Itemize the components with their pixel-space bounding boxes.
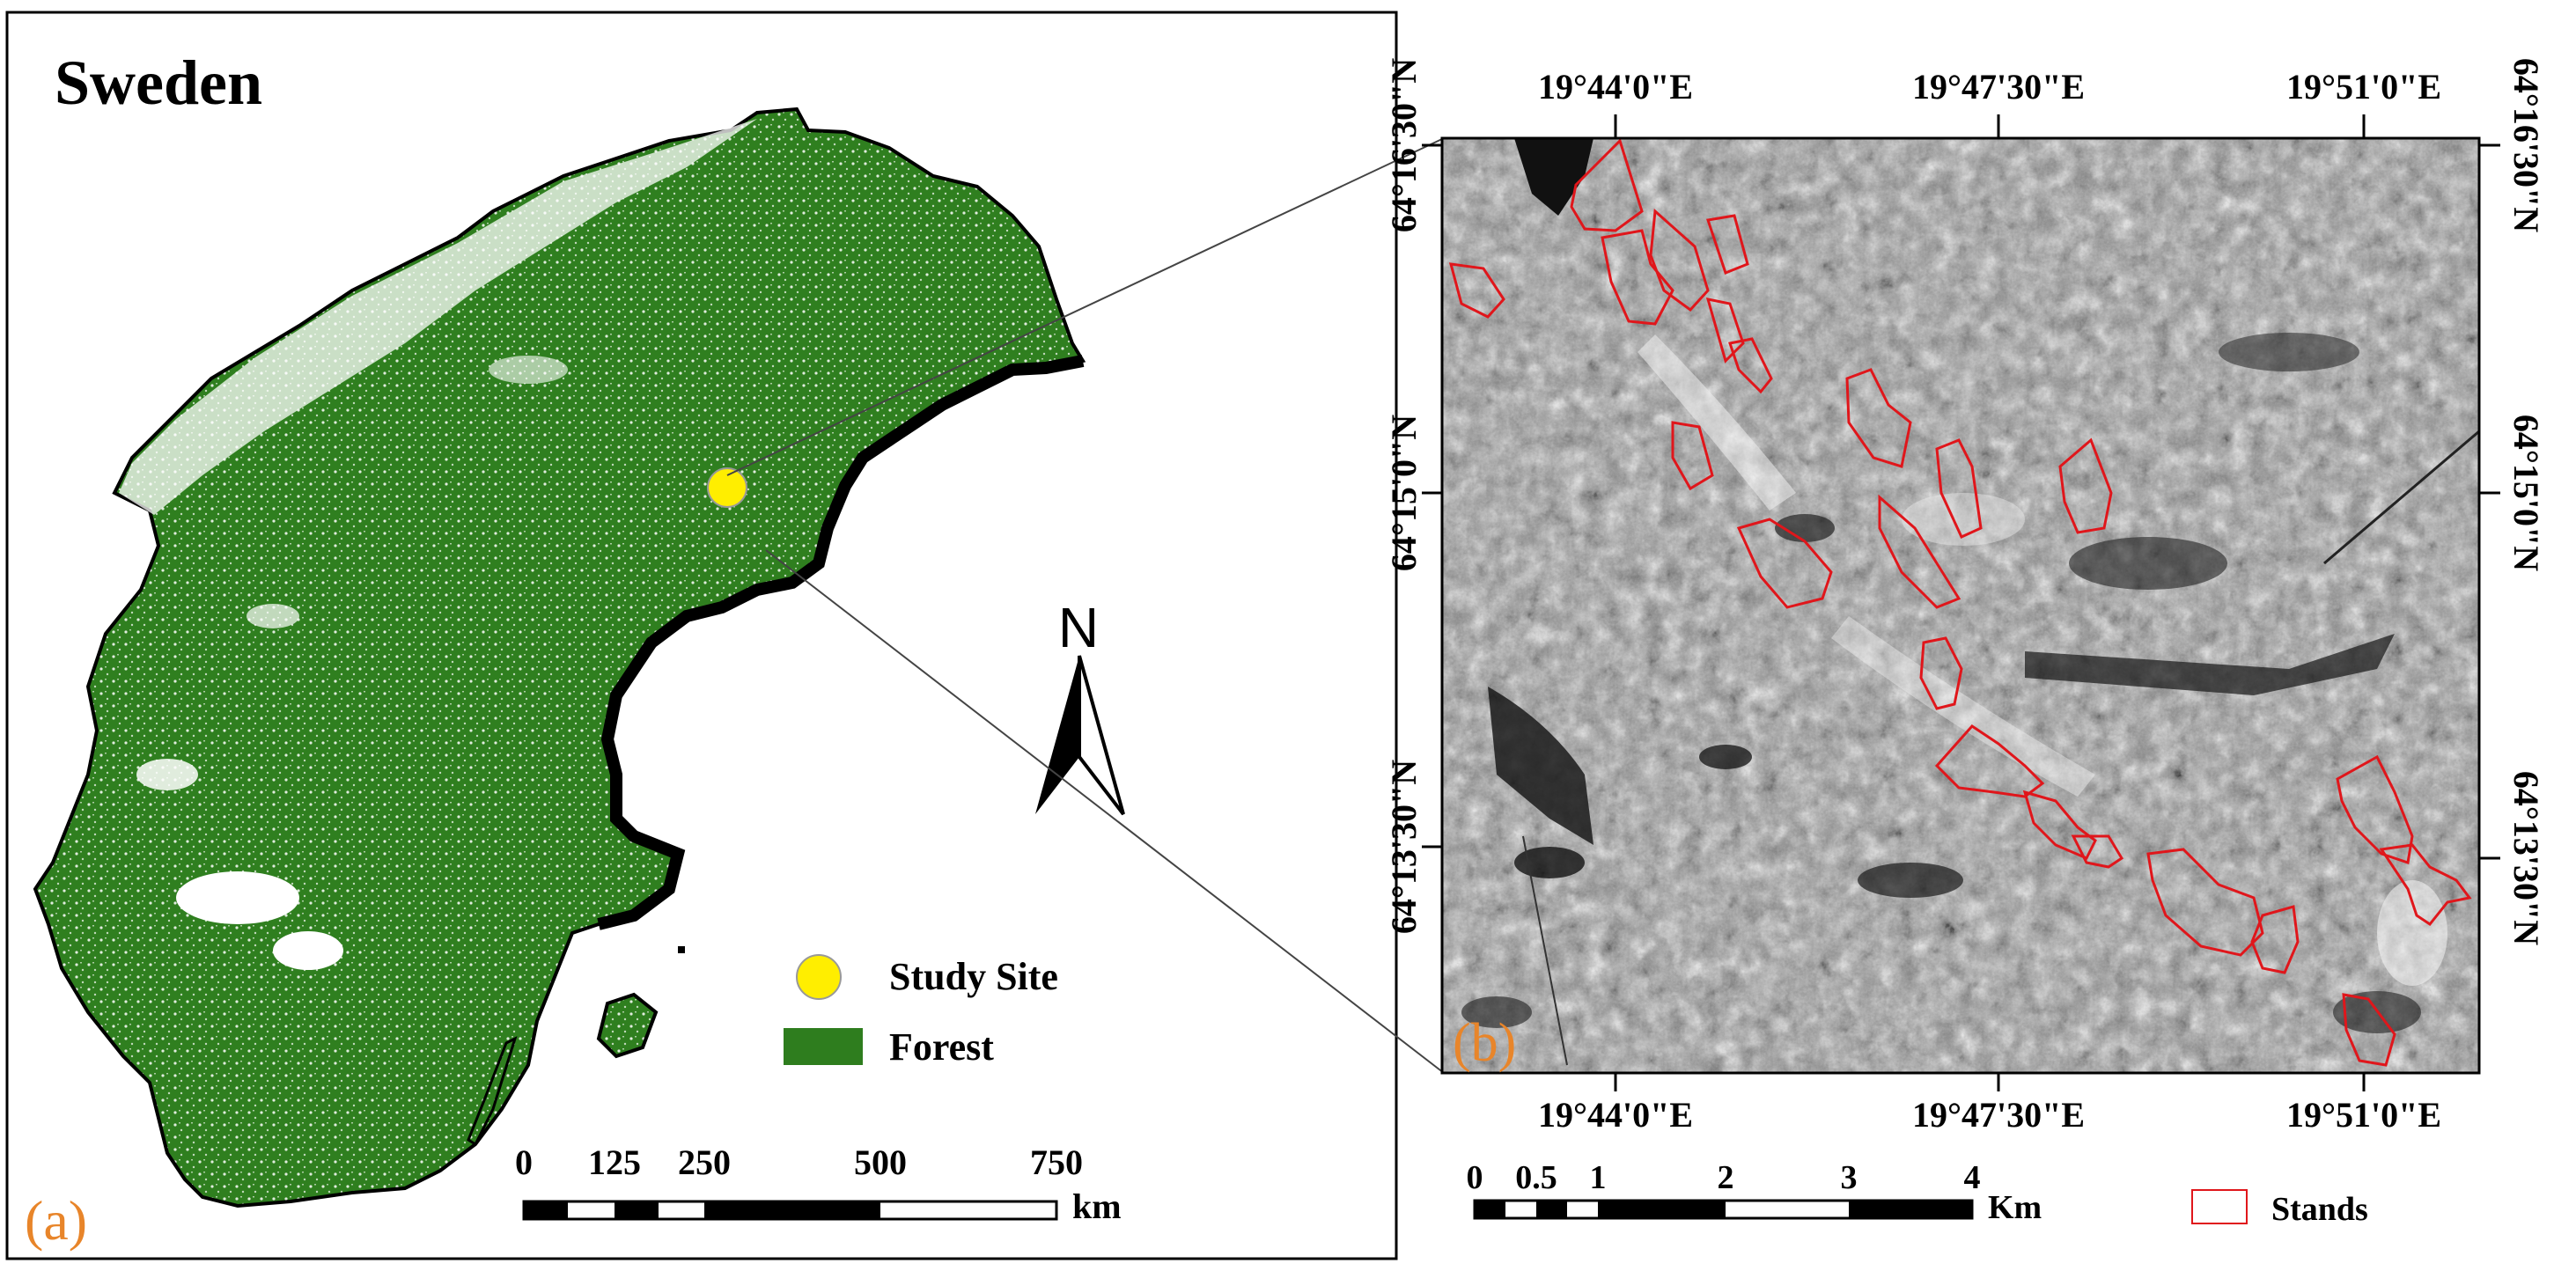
map-title: Sweden <box>55 48 262 118</box>
lat-label-left: 64°15'0"N <box>1384 415 1424 571</box>
scale-tick-label: 0 <box>1467 1159 1483 1196</box>
legend-forest-symbol <box>784 1028 863 1065</box>
panel-a-label: (a) <box>25 1189 87 1252</box>
scale-tick-label: 750 <box>1030 1142 1083 1182</box>
zoom-line-top <box>726 137 1445 476</box>
stand-polygon <box>2058 437 2113 534</box>
stand-polygon <box>1706 214 1749 275</box>
lon-label-top: 19°44'0"E <box>1538 67 1693 107</box>
stand-polygon <box>1845 368 1912 468</box>
lon-label-top: 19°51'0"E <box>2286 67 2441 107</box>
stand-polygon <box>1671 421 1714 491</box>
scale-tick-label: 4 <box>1964 1159 1981 1196</box>
legend-b: Stands <box>2191 1189 2368 1228</box>
scale-bar-a: 0 125 250 500 750 km <box>515 1142 1122 1226</box>
lon-label-bottom: 19°51'0"E <box>2286 1095 2441 1135</box>
legend-study-site-symbol <box>796 954 842 1000</box>
study-site-marker <box>707 467 747 508</box>
stand-polygon <box>2336 754 2414 864</box>
north-arrow-right <box>1078 655 1125 816</box>
scale-tick-label: 125 <box>588 1142 641 1182</box>
legend-forest-label: Forest <box>889 1025 994 1069</box>
stand-polygon <box>1878 494 1961 609</box>
scale-tick-label: 0.5 <box>1515 1159 1557 1196</box>
scale-tick-label: 3 <box>1841 1159 1858 1196</box>
stand-polygon <box>1448 262 1505 319</box>
coastline <box>597 355 1085 930</box>
legend-stands-label: Stands <box>2271 1191 2368 1228</box>
stand-polygon <box>1736 518 1833 609</box>
stand-polygon <box>1728 337 1773 394</box>
panel-b: 19°44'0"E 19°47'30"E 19°51'0"E 19°44'0"E… <box>1384 58 2546 1228</box>
north-arrow-left <box>1035 656 1079 814</box>
scale-tick-label: 1 <box>1590 1159 1607 1196</box>
scale-tick-label: 250 <box>678 1142 731 1182</box>
scale-unit: km <box>1072 1187 1122 1226</box>
stand-polygon <box>1570 138 1644 232</box>
stand-polygon <box>1649 208 1710 312</box>
scale-bar-b: 0 0.5 1 2 3 4 Km <box>1467 1159 2042 1226</box>
satellite-image <box>1442 138 2479 1073</box>
north-label: N <box>1058 596 1099 659</box>
stand-polygon <box>2379 843 2472 927</box>
lon-label-top: 19°47'30"E <box>1912 67 2085 107</box>
panel-b-label: (b) <box>1453 1013 1516 1073</box>
stand-polygon <box>1919 636 1963 710</box>
stand-polygon <box>2022 790 2097 860</box>
legend-study-site-label: Study Site <box>889 955 1058 998</box>
stand-polygon <box>1705 298 1745 364</box>
zoom-line-bottom <box>765 549 1445 1074</box>
sweden-map <box>33 107 1086 1209</box>
lat-label-left: 64°13'30"N <box>1384 760 1424 934</box>
lat-label-right: 64°16'30"N <box>2506 58 2546 232</box>
stand-polygon <box>1601 229 1674 326</box>
scale-tick-label: 2 <box>1718 1159 1734 1196</box>
scale-unit: Km <box>1988 1189 2042 1226</box>
lat-label-right: 64°15'0"N <box>2506 415 2546 571</box>
scale-tick-label: 500 <box>854 1142 907 1182</box>
lat-label-right: 64°13'30"N <box>2506 771 2546 945</box>
legend-stands-symbol <box>2191 1189 2248 1224</box>
lat-label-left: 64°16'30"N <box>1384 58 1424 232</box>
scale-tick-label: 0 <box>515 1142 533 1182</box>
stand-polygon <box>1934 724 2045 798</box>
stands <box>1448 138 2472 1067</box>
stand-polygon <box>2071 834 2124 869</box>
stand-polygon <box>2342 993 2396 1067</box>
legend-a: Study Site Forest <box>784 954 1058 1069</box>
gotland-island <box>596 992 659 1059</box>
north-arrow: N <box>1035 596 1125 816</box>
oland-island <box>467 1036 518 1147</box>
stand-polygon <box>1935 438 1983 539</box>
lon-label-bottom: 19°44'0"E <box>1538 1095 1693 1135</box>
stand-polygon <box>2250 905 2300 974</box>
panel-a: Sweden N <box>5 11 1398 1260</box>
panel-b-frame <box>1440 136 2481 1075</box>
lon-label-bottom: 19°47'30"E <box>1912 1095 2085 1135</box>
